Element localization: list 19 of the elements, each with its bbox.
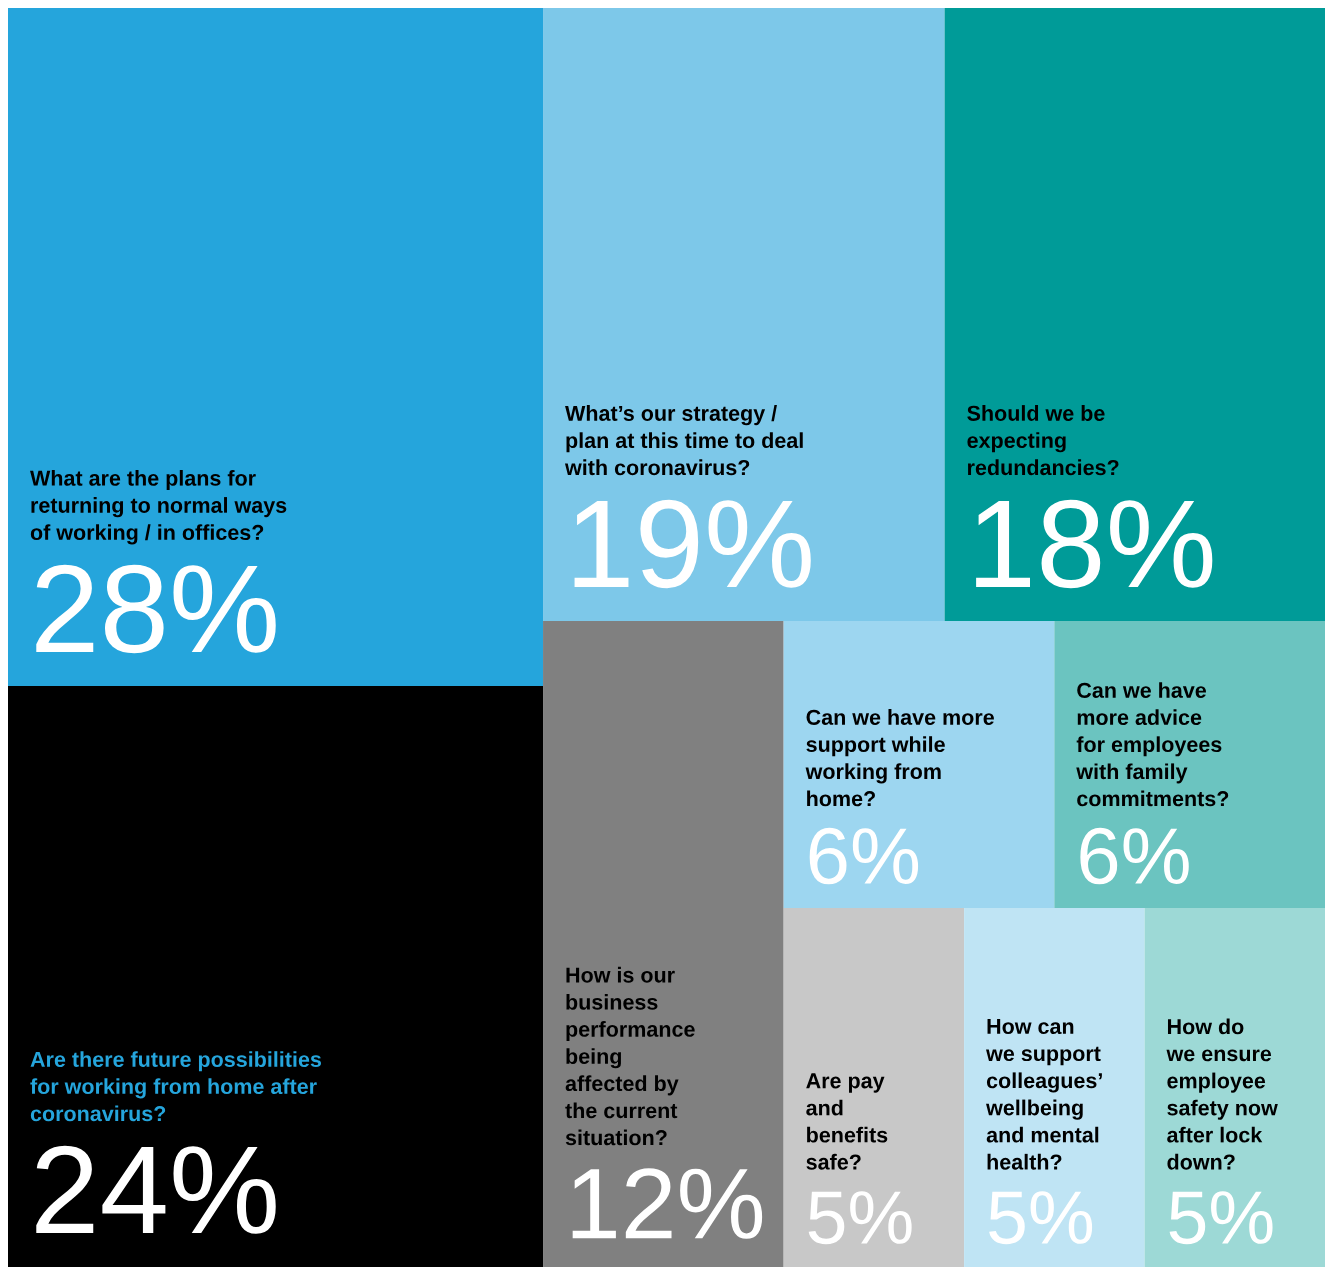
- category-label: What are the plans for returning to normal ways of working / in offices?: [30, 469, 287, 545]
- data-label: 19%: [574, 499, 811, 589]
- data-label: 12%: [572, 1168, 763, 1239]
- category-label: Should we be expecting redundancies?: [967, 405, 1119, 476]
- category-label: Are pay and benefits safe?: [806, 1073, 888, 1170]
- category-label: How is our business performance being affected by the current situation?: [565, 966, 695, 1146]
- category-label: What’s our strategy / plan at this time to deal with coronavirus?: [564, 405, 803, 476]
- category-label: Can we have more advice for employees with family commitments?: [1076, 682, 1229, 807]
- data-label: 28%: [36, 564, 276, 654]
- data-label: 6%: [1080, 827, 1189, 885]
- category-label: How do we ensure employee safety now after lock down?: [1166, 1018, 1278, 1170]
- data-label: 24%: [36, 1145, 276, 1234]
- category-label: Can we have more support while working from home?: [805, 709, 994, 807]
- category-label: Are there future possibilities for working from home after coronavirus?: [30, 1051, 321, 1122]
- data-label: 5%: [1169, 1191, 1273, 1245]
- data-label: 5%: [989, 1191, 1093, 1245]
- category-label: How can we support colleagues’ wellbeing and mental health?: [986, 1019, 1102, 1170]
- data-label: 6%: [809, 827, 919, 885]
- data-label: 18%: [976, 499, 1213, 589]
